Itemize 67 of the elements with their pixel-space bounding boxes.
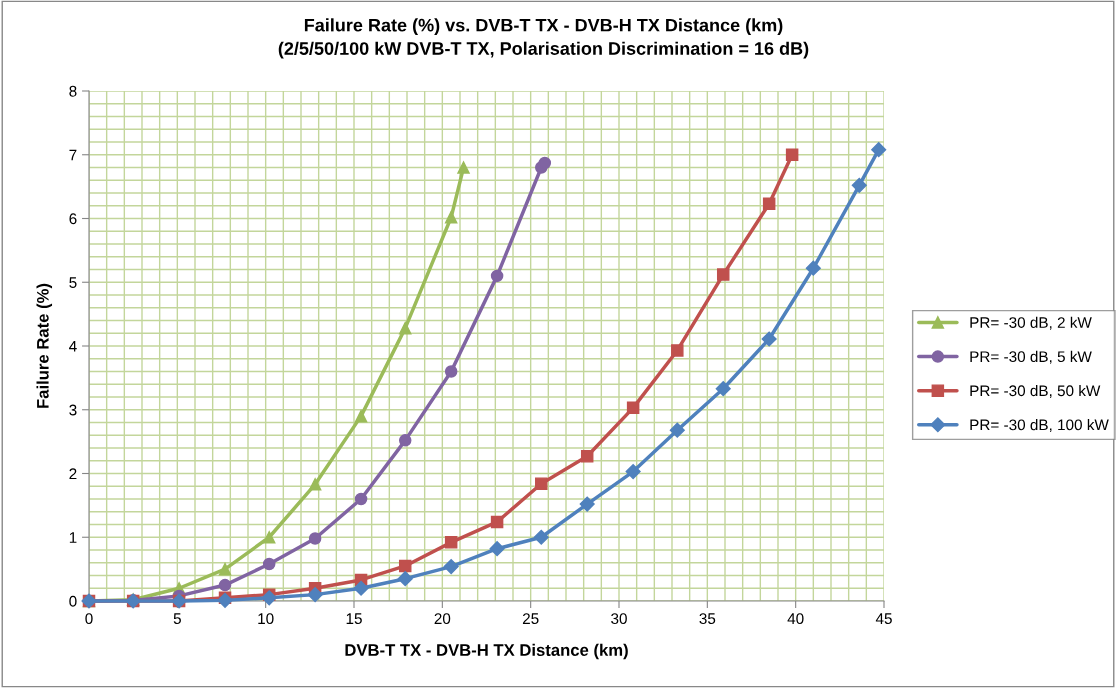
- x-tick-label: 45: [875, 613, 892, 625]
- y-tick-label: 5: [69, 277, 77, 288]
- point: [490, 515, 504, 529]
- y-tick-label: 7: [69, 149, 77, 161]
- point: [443, 559, 459, 575]
- point: [308, 532, 322, 545]
- point: [761, 331, 777, 347]
- point: [444, 210, 458, 224]
- point: [805, 260, 821, 276]
- point: [669, 422, 685, 438]
- y-axis-title: Failure Rate (%): [36, 283, 53, 408]
- point: [444, 536, 458, 549]
- point: [626, 401, 640, 415]
- point: [398, 321, 412, 335]
- point: [354, 492, 368, 506]
- point: [762, 197, 776, 211]
- point: [397, 571, 413, 587]
- legend-label: PR= -30 dB, 100 kW: [970, 419, 1109, 433]
- y-tick-label: 3: [69, 404, 77, 416]
- y-tick-label: 6: [69, 213, 77, 225]
- point: [671, 344, 684, 357]
- y-tick-label: 1: [69, 532, 77, 543]
- point: [261, 590, 277, 606]
- y-tick-label: 8: [69, 85, 77, 97]
- x-tick-label: 25: [522, 613, 539, 625]
- point: [398, 559, 412, 573]
- x-tick-label: 40: [787, 613, 804, 625]
- x-tick-label: 15: [346, 613, 362, 625]
- point: [353, 580, 369, 596]
- point: [262, 557, 276, 571]
- point: [580, 450, 594, 463]
- y-tick-label: 4: [69, 341, 77, 352]
- point: [490, 269, 504, 283]
- point: [308, 478, 322, 491]
- point: [262, 530, 276, 544]
- point: [218, 562, 232, 576]
- x-tick-label: 5: [173, 613, 181, 625]
- x-tick-label: 0: [85, 613, 93, 625]
- legend-label: PR= -30 dB, 2 kW: [970, 316, 1092, 330]
- point: [218, 578, 232, 592]
- point: [579, 496, 595, 512]
- point: [625, 464, 641, 480]
- x-tick-label: 30: [611, 613, 627, 625]
- chart-title: Failure Rate (%) vs. DVB-T TX - DVB-H TX Distance (km): [304, 18, 783, 36]
- x-tick-label: 20: [434, 613, 451, 625]
- legend-label: PR= -30 dB, 50 kW: [970, 384, 1101, 398]
- x-axis-title: DVB-T TX - DVB-H TX Distance (km): [345, 643, 628, 660]
- point: [716, 268, 730, 281]
- point: [538, 156, 552, 170]
- point: [457, 161, 470, 174]
- point: [444, 365, 458, 378]
- point: [307, 587, 323, 603]
- point: [851, 177, 867, 193]
- chart-subtitle: (2/5/50/100 kW DVB-T TX, Polarisation Discrimination = 16 dB): [278, 41, 809, 59]
- point: [398, 434, 412, 447]
- point: [533, 529, 549, 545]
- point: [871, 142, 887, 158]
- point: [785, 148, 799, 162]
- point: [715, 381, 731, 397]
- point: [354, 409, 368, 423]
- y-tick-label: 2: [69, 468, 77, 480]
- y-tick-label: 0: [69, 595, 77, 607]
- point: [535, 477, 548, 490]
- x-tick-label: 10: [258, 613, 274, 625]
- x-tick-label: 35: [699, 613, 716, 625]
- legend-label: PR= -30 dB, 5 kW: [970, 350, 1092, 364]
- point: [489, 541, 505, 557]
